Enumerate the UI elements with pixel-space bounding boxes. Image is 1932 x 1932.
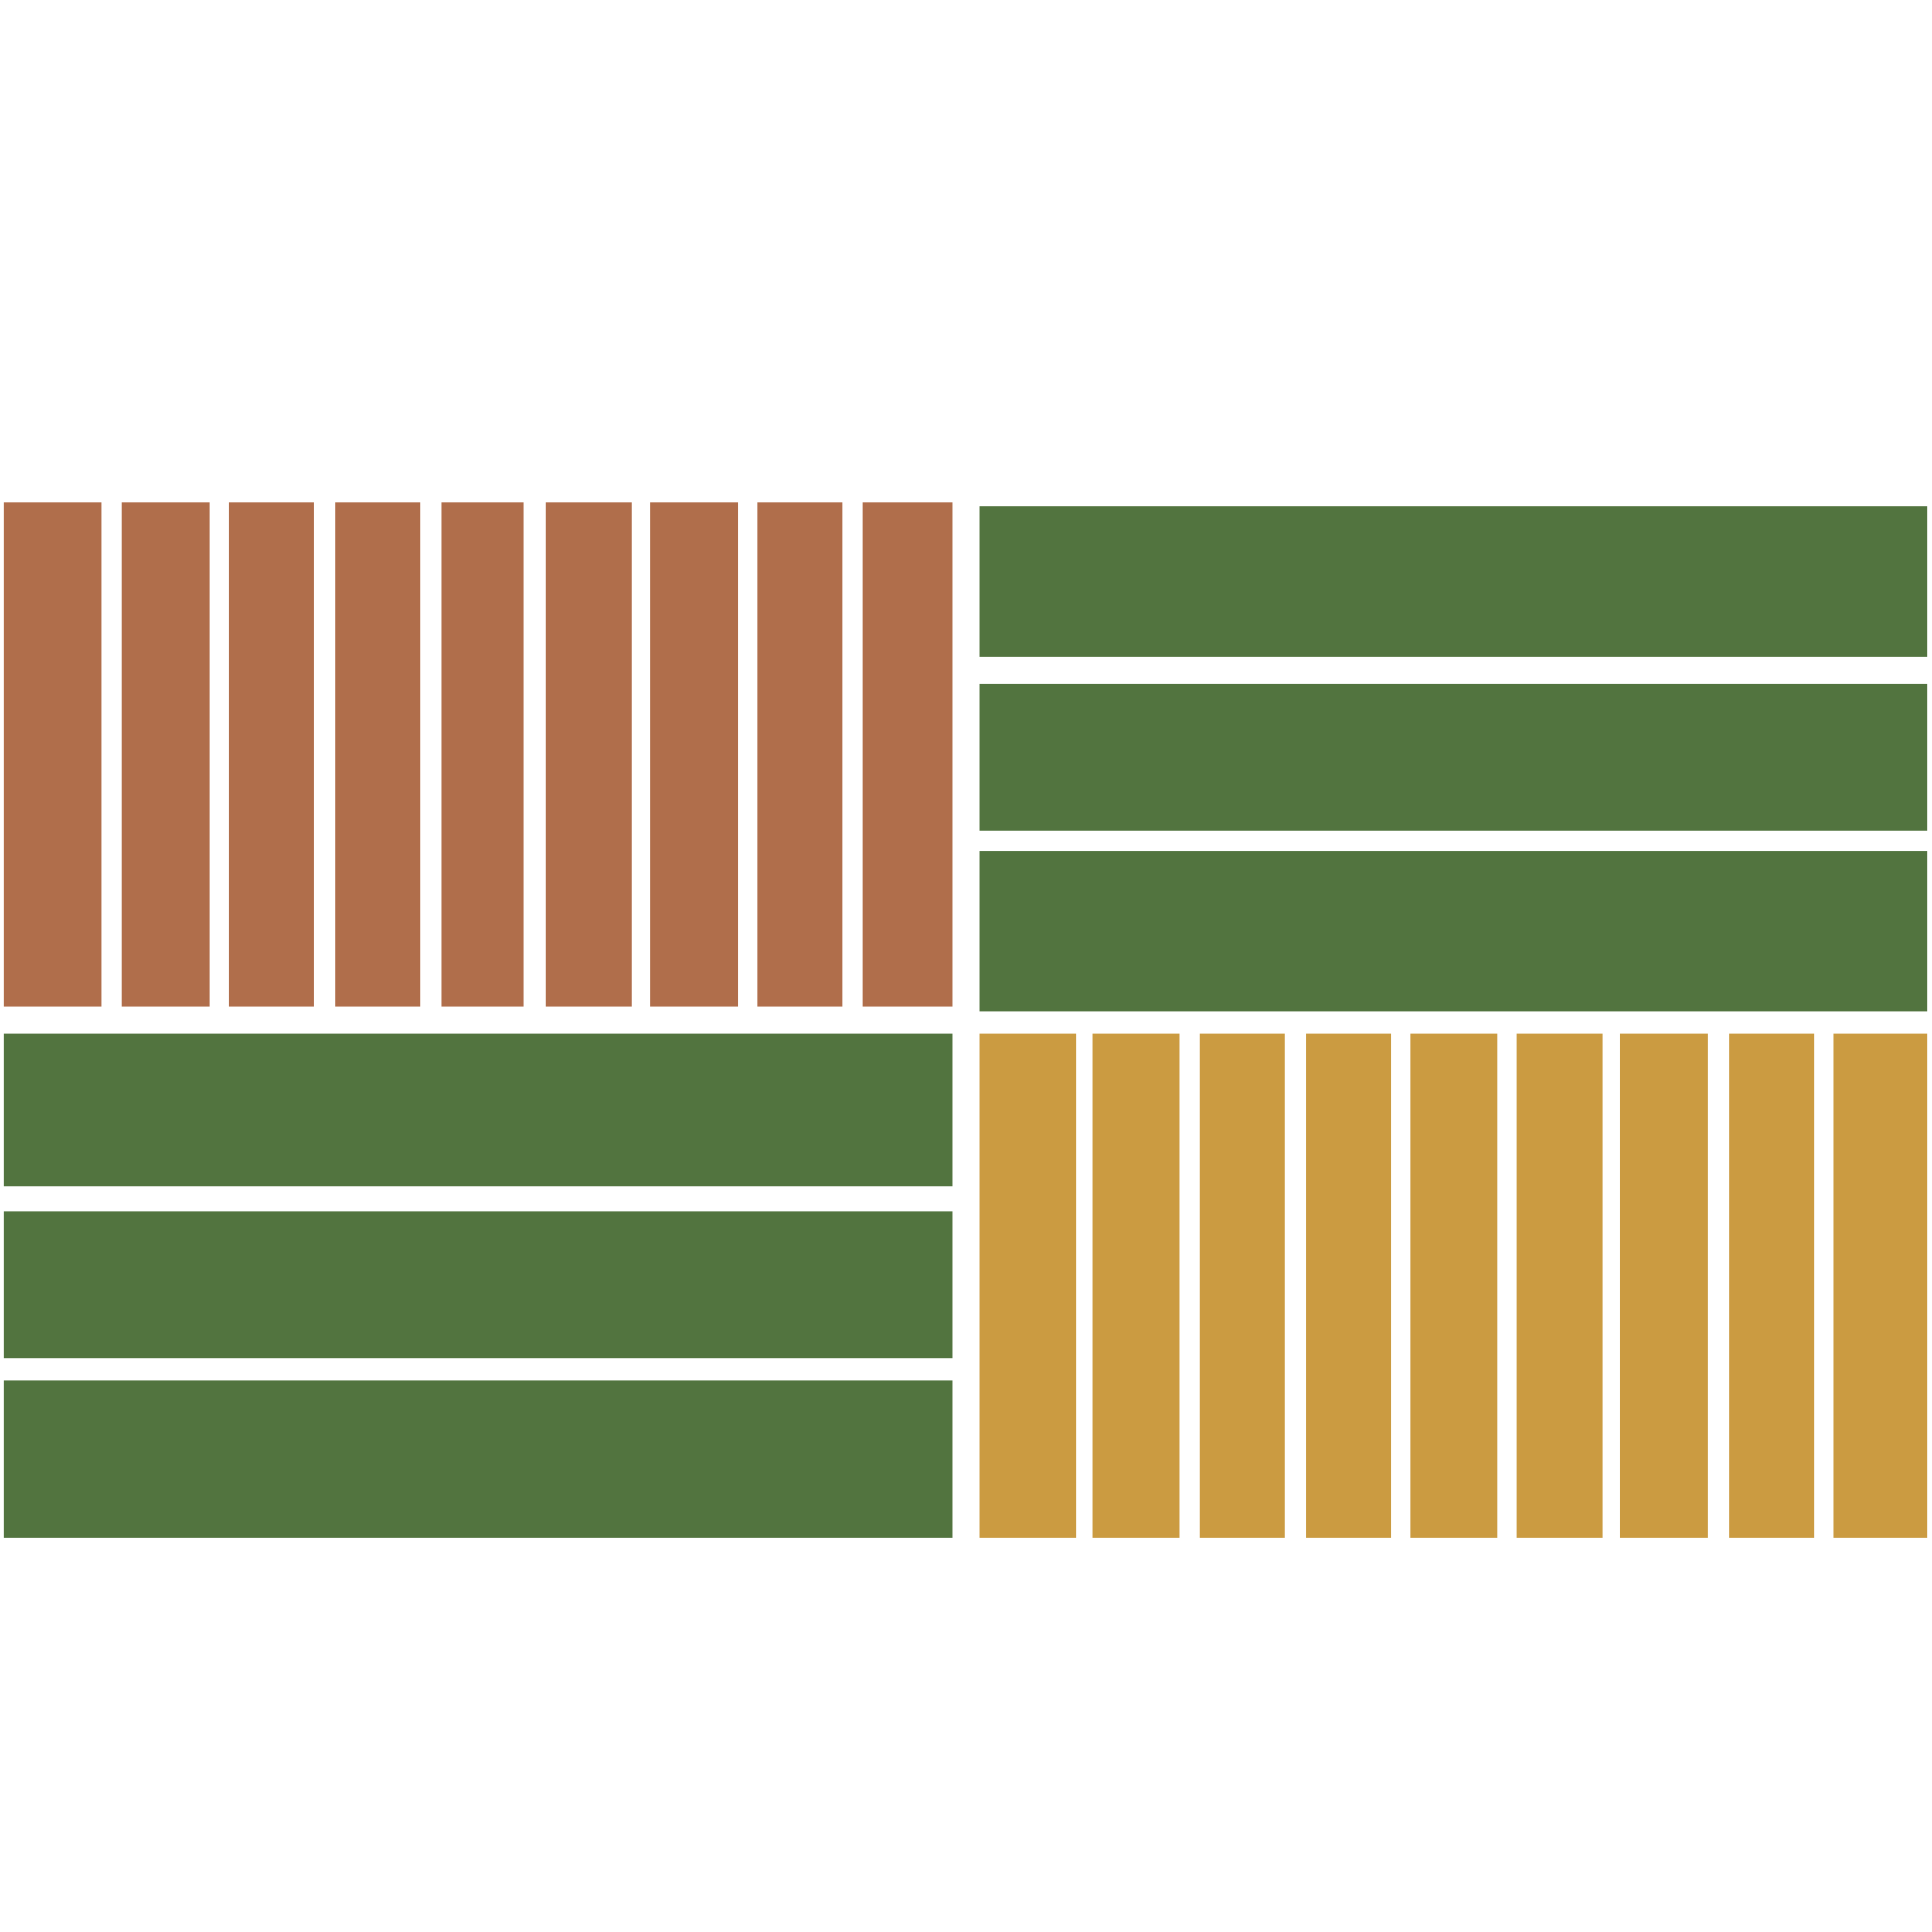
vertical-plank	[863, 502, 952, 1007]
horizontal-plank	[4, 1380, 952, 1538]
vertical-plank	[546, 502, 632, 1007]
vertical-plank	[335, 502, 420, 1007]
horizontal-plank	[4, 1034, 952, 1186]
vertical-plank	[1833, 1034, 1927, 1538]
vertical-plank	[1306, 1034, 1391, 1538]
vertical-plank	[4, 502, 101, 1007]
top-left-block	[4, 502, 952, 1007]
vertical-plank	[1200, 1034, 1285, 1538]
vertical-plank	[1729, 1034, 1814, 1538]
bottom-left-block	[4, 1034, 952, 1538]
vertical-plank	[1093, 1034, 1179, 1538]
vertical-plank	[650, 502, 738, 1007]
horizontal-plank	[980, 684, 1927, 831]
vertical-plank	[122, 502, 210, 1007]
horizontal-plank	[4, 1211, 952, 1358]
vertical-plank	[229, 502, 314, 1007]
horizontal-plank	[980, 506, 1927, 657]
vertical-plank	[980, 1034, 1076, 1538]
vertical-plank	[1620, 1034, 1708, 1538]
vertical-plank	[757, 502, 842, 1007]
bottom-right-block	[980, 1034, 1927, 1538]
top-right-block	[980, 506, 1927, 1011]
horizontal-plank	[980, 851, 1927, 1011]
vertical-plank	[1410, 1034, 1497, 1538]
vertical-plank	[1517, 1034, 1603, 1538]
vertical-plank	[441, 502, 524, 1007]
